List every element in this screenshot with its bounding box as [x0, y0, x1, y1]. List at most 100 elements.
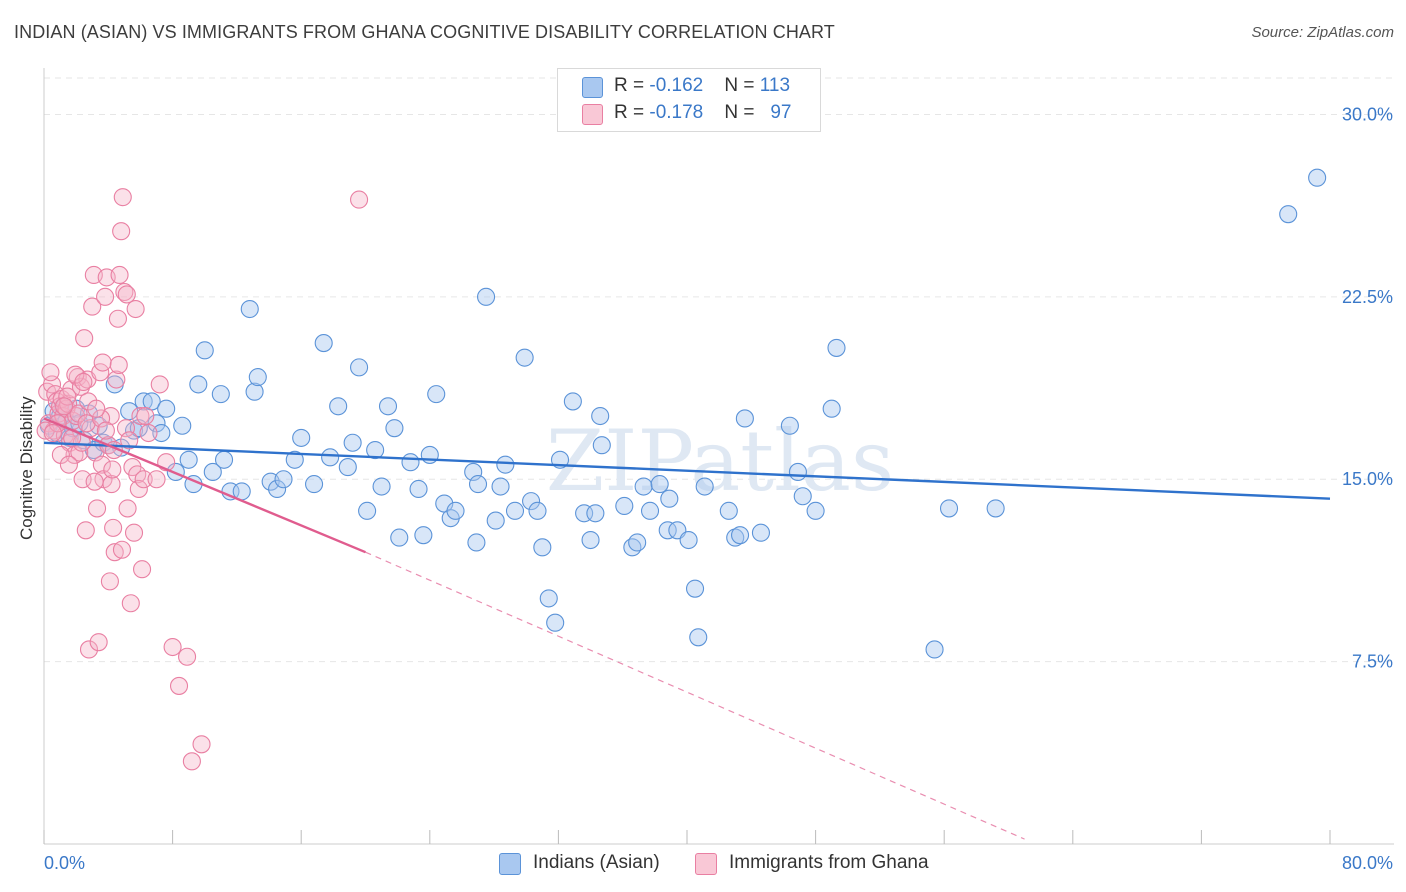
correlation-legend: R = -0.162 N = 113 R = -0.178 N = 97 [557, 68, 821, 132]
data-point-indians [385, 419, 404, 438]
y-tick-label: 30.0% [1342, 104, 1393, 124]
data-point-indians [329, 397, 348, 416]
data-point-indians [695, 477, 714, 496]
data-point-ghana [104, 518, 123, 537]
data-point-ghana [58, 387, 77, 406]
data-point-ghana [129, 479, 148, 499]
data-point-ghana [87, 399, 106, 418]
data-point-ghana [55, 397, 74, 416]
data-point-ghana [100, 572, 119, 591]
data-point-indians [477, 287, 496, 306]
data-point-ghana [126, 299, 145, 319]
trend-line-indians [43, 441, 1331, 500]
data-point-indians [546, 613, 565, 632]
data-point-ghana [96, 287, 115, 306]
data-point-indians [793, 487, 812, 506]
series-label-ghana: Immigrants from Ghana [729, 852, 929, 873]
data-point-indians [496, 455, 515, 474]
data-point-indians [685, 579, 705, 598]
data-point-ghana [147, 470, 166, 489]
data-point-ghana [83, 297, 102, 316]
data-point-ghana [120, 431, 139, 450]
data-point-indians [189, 375, 208, 394]
data-point-indians [689, 628, 708, 647]
data-point-ghana [85, 472, 104, 491]
data-point-indians [615, 496, 634, 516]
data-point-indians [366, 441, 385, 460]
data-point-indians [203, 462, 222, 481]
data-point-ghana [96, 421, 115, 440]
data-point-indians [827, 338, 846, 357]
data-point-indians [623, 538, 642, 557]
data-point-indians [305, 475, 324, 494]
data-point-indians [343, 433, 362, 452]
data-point-indians [152, 423, 171, 443]
data-point-indians [628, 533, 647, 552]
data-point-ghana [121, 594, 140, 613]
data-point-indians [528, 501, 547, 520]
legend-swatch-pink [582, 104, 603, 125]
legend-n-label: N = [724, 102, 760, 123]
data-point-indians [563, 392, 582, 411]
data-point-ghana [169, 676, 189, 695]
data-point-indians [726, 528, 745, 547]
series-legend: Indians (Asian) Immigrants from Ghana [0, 852, 1406, 878]
data-point-indians [401, 453, 420, 472]
data-point-ghana [350, 190, 369, 209]
data-point-indians [464, 462, 483, 481]
y-tick-label: 7.5% [1352, 652, 1393, 672]
data-point-ghana [131, 406, 150, 426]
data-point-indians [658, 521, 677, 540]
data-point-indians [338, 458, 357, 477]
data-point-indians [730, 526, 750, 545]
data-point-indians [986, 499, 1005, 518]
data-point-indians [533, 538, 552, 557]
series-swatch-pink [695, 853, 717, 875]
legend-r-value: -0.162 [649, 75, 704, 96]
data-point-ghana [139, 423, 158, 443]
data-point-indians [751, 523, 770, 542]
trend-line-ghana [43, 417, 366, 554]
data-point-indians [1308, 168, 1327, 187]
data-point-ghana [112, 222, 131, 241]
data-point-indians [274, 470, 293, 489]
data-point-ghana [67, 406, 86, 426]
legend-r-label: R = [614, 75, 650, 96]
data-point-ghana [108, 309, 127, 328]
trend-line-ghana-extrapolated [365, 551, 1025, 840]
data-point-ghana [93, 353, 112, 372]
data-point-indians [650, 475, 669, 494]
data-point-indians [505, 501, 525, 520]
data-point-indians [378, 397, 398, 416]
data-point-ghana [150, 375, 169, 394]
data-point-indians [467, 533, 486, 552]
data-point-indians [660, 489, 679, 508]
y-tick-label: 15.0% [1342, 469, 1393, 489]
data-point-indians [446, 501, 465, 520]
data-point-indians [390, 528, 409, 547]
data-point-ghana [41, 363, 60, 382]
data-point-ghana [118, 499, 137, 518]
data-point-indians [640, 501, 660, 520]
data-point-indians [581, 530, 600, 550]
legend-r-label: R = [614, 102, 650, 123]
data-point-indians [245, 382, 264, 401]
data-point-ghana [74, 372, 93, 392]
data-point-ghana [134, 470, 153, 489]
data-point-ghana [192, 735, 211, 754]
data-point-indians [679, 530, 698, 550]
data-point-indians [1279, 205, 1298, 224]
data-point-indians [515, 348, 534, 367]
data-point-indians [592, 436, 611, 455]
data-point-indians [248, 368, 267, 387]
data-point-ghana [107, 370, 126, 389]
data-point-ghana [133, 560, 152, 579]
data-point-ghana [92, 455, 111, 474]
chart-source: Source: ZipAtlas.com [1251, 24, 1394, 41]
data-point-indians [491, 477, 510, 496]
data-point-ghana [59, 455, 78, 474]
data-point-ghana [79, 640, 99, 659]
watermark: ZIPatlas [546, 412, 894, 510]
data-point-ghana [115, 282, 134, 302]
data-point-ghana [76, 521, 95, 540]
